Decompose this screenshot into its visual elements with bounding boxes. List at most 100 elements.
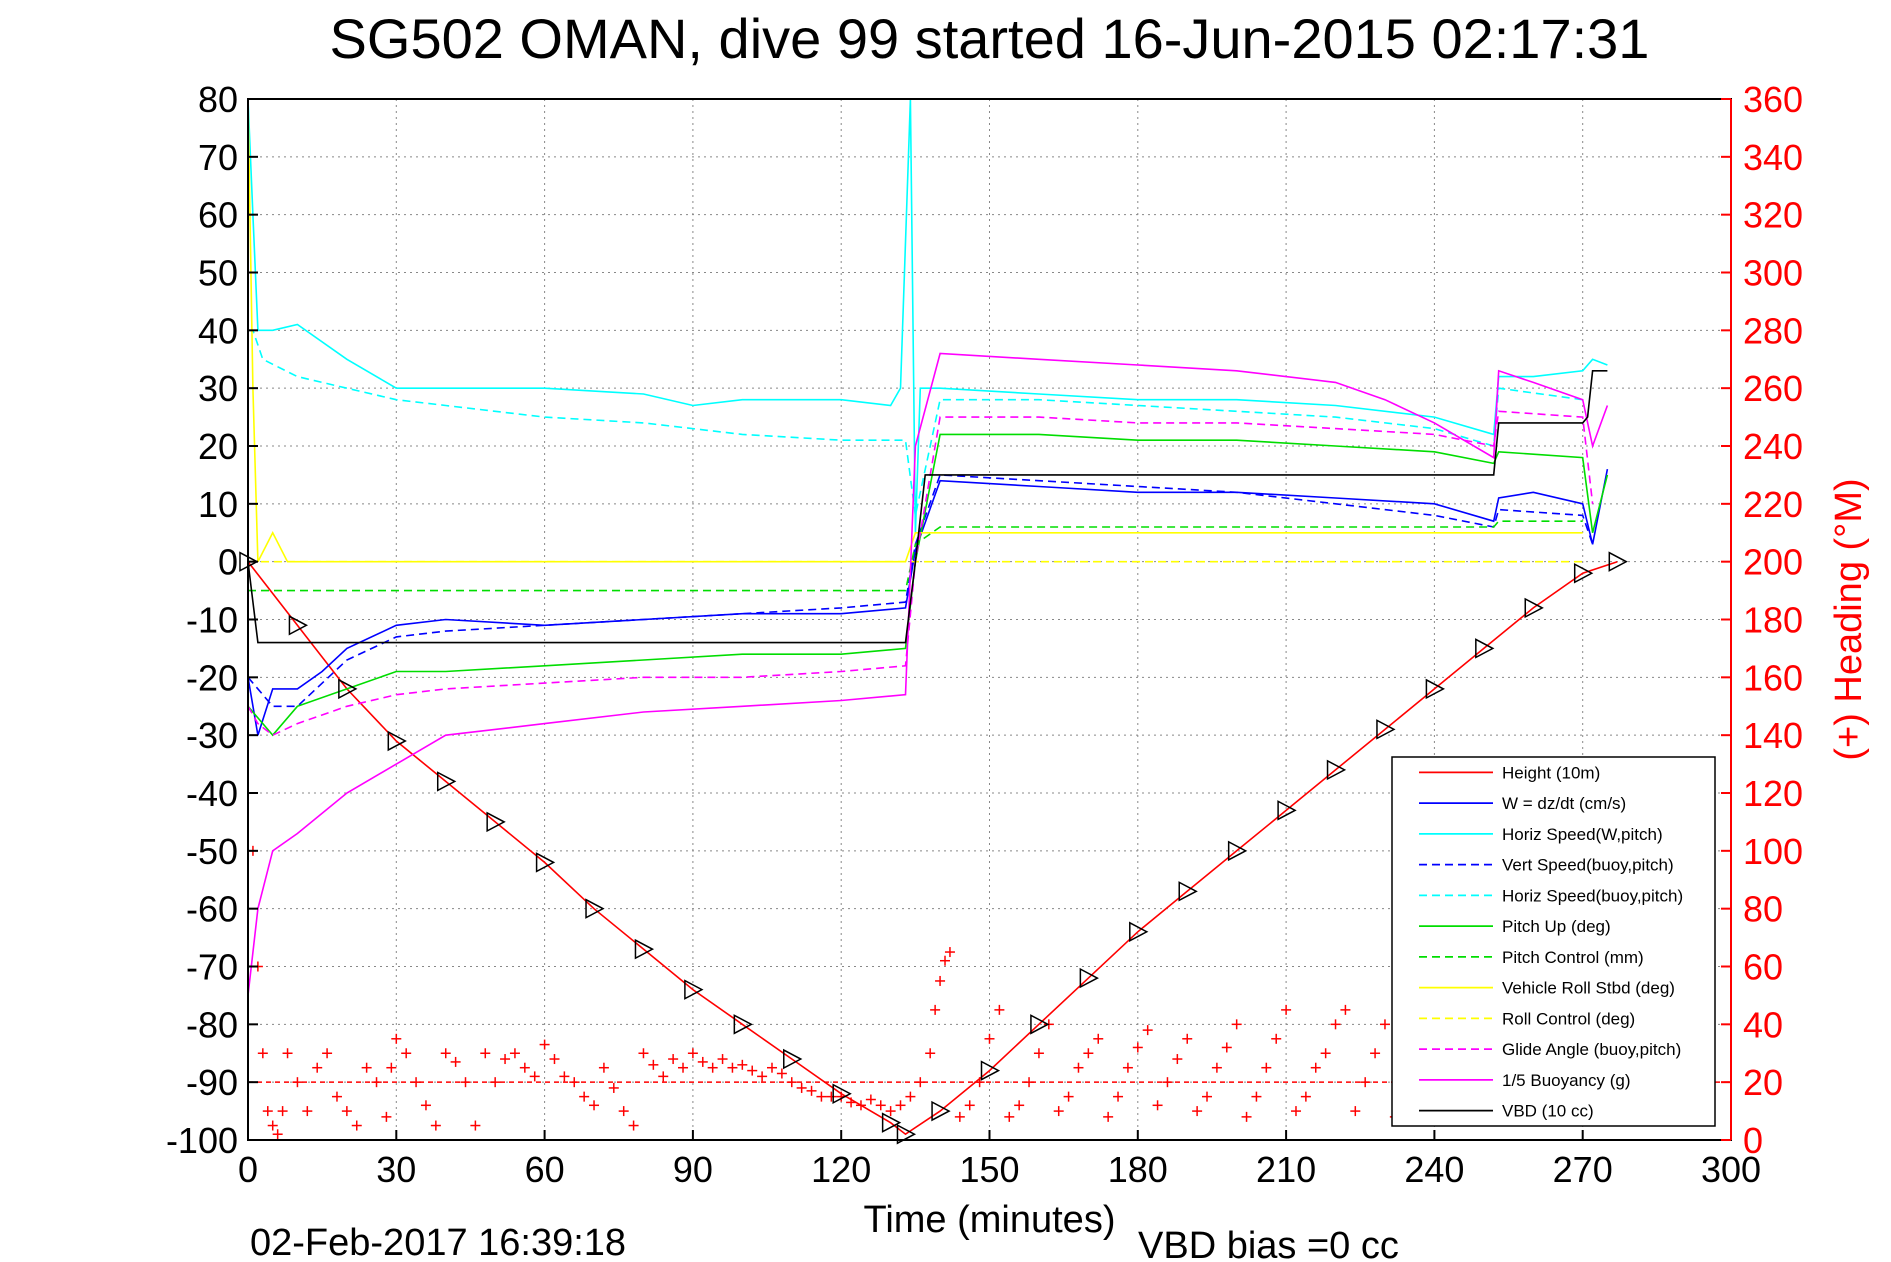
- heading-point: [1300, 1091, 1311, 1102]
- height-marker: [980, 1060, 1001, 1081]
- height-marker: [931, 1100, 951, 1122]
- heading-point: [668, 1054, 679, 1065]
- heading-point: [915, 1077, 926, 1088]
- x-tick-label: 60: [525, 1149, 565, 1190]
- height-marker: [1475, 638, 1495, 659]
- height-marker: [1326, 759, 1347, 781]
- heading-point: [1320, 1048, 1331, 1059]
- heading-point: [1231, 1019, 1242, 1030]
- heading-point: [1004, 1111, 1015, 1122]
- heading-point: [460, 1077, 471, 1088]
- x-tick-label: 30: [376, 1149, 416, 1190]
- y-left-tick-label: 40: [198, 310, 238, 351]
- y-axis-right-label: (+) Heading (°M): [1828, 478, 1870, 760]
- series-line: [247, 410, 1594, 737]
- heading-point: [569, 1077, 580, 1088]
- y-left-tick-label: -60: [186, 889, 238, 930]
- heading-point: [1132, 1042, 1143, 1053]
- heading-point: [1024, 1077, 1035, 1088]
- y-left-tick-label: 60: [198, 195, 238, 236]
- heading-point: [1271, 1033, 1282, 1044]
- height-marker: [1425, 678, 1446, 700]
- y-right-tick-label: 120: [1743, 773, 1803, 814]
- legend: Height (10m) W = dz/dt (cm/s) Horiz Speed(…: [1391, 756, 1716, 1127]
- y-right-tick-label: 0: [1743, 1120, 1763, 1161]
- heading-point: [796, 1082, 807, 1093]
- y-left-tick-label: -20: [186, 657, 238, 698]
- heading-point: [302, 1106, 313, 1117]
- y-left-tick-label: -100: [166, 1120, 238, 1161]
- legend-entry: Height (10m): [1502, 763, 1600, 782]
- heading-point: [579, 1091, 590, 1102]
- heading-point: [994, 1004, 1005, 1015]
- heading-point: [430, 1120, 441, 1131]
- y-axis-right-ticks: 3603403203002802602402202001801601401201…: [1721, 79, 1803, 1161]
- height-marker: [585, 898, 605, 919]
- heading-point: [944, 947, 955, 958]
- series-line: [247, 352, 1609, 996]
- heading-point: [292, 1077, 303, 1088]
- height-marker: [1573, 562, 1594, 584]
- y-right-tick-label: 80: [1743, 889, 1783, 930]
- y-right-tick-label: 240: [1743, 426, 1803, 467]
- heading-point: [391, 1033, 402, 1044]
- heading-point: [440, 1048, 451, 1059]
- legend-entry: Horiz Speed(buoy,pitch): [1502, 886, 1683, 905]
- legend-entry: Roll Control (deg): [1502, 1009, 1635, 1028]
- y-left-tick-label: 70: [198, 137, 238, 178]
- heading-point: [262, 1106, 273, 1117]
- legend-entry: Pitch Up (deg): [1502, 917, 1611, 936]
- y-left-tick-label: 10: [198, 484, 238, 525]
- heading-point: [1172, 1054, 1183, 1065]
- height-marker: [1227, 840, 1248, 862]
- series-lines: [247, 98, 1618, 1136]
- height-marker: [1277, 800, 1297, 821]
- heading-point: [727, 1062, 738, 1073]
- heading-point: [1113, 1091, 1124, 1102]
- chart-title: SG502 OMAN, dive 99 started 16-Jun-2015 …: [330, 7, 1650, 70]
- heading-point: [905, 1091, 916, 1102]
- footer-vbd-bias: VBD bias =0 cc: [1138, 1225, 1399, 1262]
- heading-point: [598, 1062, 609, 1073]
- x-axis-ticks: 0 30 60 90 120 150 180 210 240 270 300: [238, 1130, 1761, 1190]
- legend-entry: Pitch Control (mm): [1502, 948, 1644, 967]
- heading-point: [1053, 1106, 1064, 1117]
- heading-point: [480, 1048, 491, 1059]
- y-left-tick-label: -50: [186, 831, 238, 872]
- heading-point: [386, 1062, 397, 1073]
- heading-point: [519, 1062, 530, 1073]
- heading-point: [1211, 1062, 1222, 1073]
- y-right-tick-label: 260: [1743, 368, 1803, 409]
- heading-point: [608, 1082, 619, 1093]
- heading-point: [1103, 1111, 1114, 1122]
- height-marker: [1524, 597, 1544, 619]
- heading-point: [277, 1106, 288, 1117]
- height-marker: [1376, 719, 1396, 740]
- heading-point: [1152, 1100, 1163, 1111]
- heading-point: [935, 975, 946, 986]
- heading-point: [1370, 1048, 1381, 1059]
- heading-point: [717, 1054, 728, 1065]
- heading-point: [638, 1048, 649, 1059]
- heading-point: [420, 1100, 431, 1111]
- heading-point: [930, 1004, 941, 1015]
- height-marker: [881, 1112, 902, 1133]
- y-right-tick-label: 60: [1743, 947, 1783, 988]
- y-right-tick-label: 180: [1743, 600, 1803, 641]
- heading-point: [371, 1077, 382, 1088]
- y-left-tick-label: 50: [198, 253, 238, 294]
- heading-point: [361, 1062, 372, 1073]
- height-marker: [733, 1014, 753, 1035]
- heading-point: [1162, 1077, 1173, 1088]
- heading-point: [470, 1120, 481, 1131]
- y-left-tick-label: -80: [186, 1004, 238, 1045]
- legend-entry: VBD (10 cc): [1502, 1102, 1594, 1121]
- heading-point: [1033, 1048, 1044, 1059]
- x-tick-label: 90: [673, 1149, 713, 1190]
- heading-point: [895, 1100, 906, 1111]
- y-left-tick-label: 80: [198, 79, 238, 120]
- heading-point: [1063, 1091, 1074, 1102]
- heading-point: [1093, 1033, 1104, 1044]
- heading-point: [618, 1106, 629, 1117]
- heading-point: [648, 1059, 659, 1070]
